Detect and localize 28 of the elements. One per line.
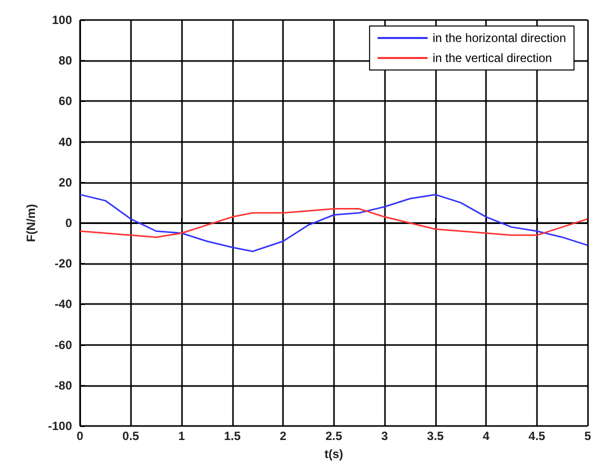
- legend-label: in the vertical direction: [432, 51, 552, 65]
- y-tick-label: 0: [65, 216, 72, 230]
- x-tick-label: 0.5: [122, 429, 140, 443]
- x-tick-label: 2: [280, 429, 287, 443]
- y-tick-label: 80: [58, 54, 72, 68]
- x-tick-label: 1: [178, 429, 186, 443]
- y-tick-label: -60: [54, 338, 72, 352]
- x-tick-label: 4: [482, 429, 490, 443]
- y-tick-label: -100: [48, 419, 72, 433]
- x-tick-label: 3.5: [427, 429, 444, 443]
- x-tick-label: 1.5: [224, 429, 241, 443]
- y-tick-label: 40: [58, 134, 72, 149]
- y-tick-label: -20: [54, 256, 72, 271]
- x-tick-label: 0: [76, 429, 84, 443]
- y-tick-label: -80: [54, 378, 72, 392]
- x-tick-label: 5: [584, 429, 592, 443]
- y-axis-title: F(N/m): [24, 204, 38, 242]
- y-tick-label: 100: [52, 13, 72, 27]
- legend-label: in the horizontal direction: [432, 31, 566, 45]
- x-axis-title: t(s): [324, 447, 344, 461]
- line-series: [79, 208, 588, 238]
- line-series: [79, 194, 588, 252]
- y-tick-label: 60: [58, 94, 72, 108]
- y-tick-label: 20: [58, 175, 72, 190]
- y-tick-label: -40: [54, 297, 72, 312]
- x-tick-label: 4.5: [528, 429, 546, 443]
- x-tick-label: 3: [381, 429, 388, 443]
- x-tick-label: 2.5: [325, 429, 342, 443]
